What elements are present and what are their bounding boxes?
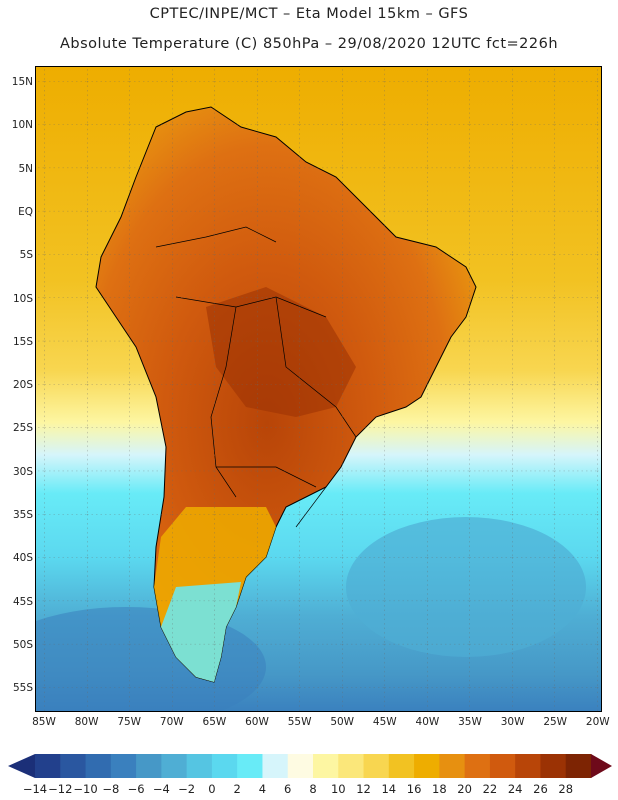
colorbar-cell [464,754,491,778]
lat-label: 35S [12,509,33,521]
colorbar-cell [211,754,238,778]
lon-label: 25W [543,716,568,728]
colorbar-cell [110,754,137,778]
colorbar-tick-label: 0 [208,782,216,796]
lat-label: 55S [12,682,33,695]
colorbar-tick-label: 8 [309,782,317,796]
colorbar-tick-label: 18 [432,782,447,796]
colorbar-cell [439,754,466,778]
lon-label: 55W [287,716,312,728]
colorbar-tick-label: −6 [127,782,145,796]
colorbar-tick-label: −12 [48,782,73,796]
colorbar-cell [338,754,365,778]
colorbar-tick-label: 6 [284,782,292,796]
lat-label: 40S [12,552,33,565]
temperature-map [36,67,601,711]
colorbar-low-arrow [8,754,35,778]
lon-label: 30W [500,716,525,728]
colorbar-cell [414,754,440,778]
lat-label: 10S [12,292,33,305]
lon-label: 85W [32,716,56,728]
map-subtitle: Absolute Temperature (C) 850hPa – 29/08/… [59,36,559,52]
colorbar-tick-label: 26 [533,782,548,796]
colorbar-tick-label: 14 [381,782,397,796]
colorbar-high-arrow [591,754,612,778]
colorbar-tick-label: −4 [152,782,170,796]
colorbar-tick-label: −8 [102,782,120,796]
colorbar-tick-label: −14 [22,782,48,796]
lon-label: 60W [245,716,269,728]
colorbar-cell [60,754,87,778]
colorbar-cell [363,754,390,778]
colorbar-cell [136,754,162,778]
colorbar-cell [489,754,516,778]
lon-label: 70W [159,716,184,728]
lon-label: 40W [415,716,440,728]
colorbar-cell [540,754,567,778]
colorbar-cell [565,754,592,778]
colorbar-cell [85,754,112,778]
colorbar-tick-label: 28 [558,782,574,796]
lon-label: 35W [458,716,482,728]
colorbar [8,754,612,778]
lat-label: 5S [19,249,33,262]
lat-label: 15S [12,335,33,348]
colorbar-cell [388,754,415,778]
colorbar-tick-label: 22 [482,782,498,796]
lon-label: 80W [74,716,99,728]
lon-label: 20W [585,716,610,728]
lat-label: 25S [12,422,33,435]
colorbar-tick-label: −2 [178,782,196,796]
colorbar-cell [35,754,61,778]
colorbar-cell [313,754,339,778]
colorbar-cell [237,754,263,778]
colorbar-cell [262,754,289,778]
lat-label: 45S [12,595,33,608]
lat-label: 15N [11,76,33,88]
colorbar-tick-label: 20 [457,782,472,796]
lon-label: 65W [202,716,227,728]
map-panel [35,66,602,712]
map-title: CPTEC/INPE/MCT – Eta Model 15km – GFS [149,6,469,22]
colorbar-cell [161,754,188,778]
colorbar-tick-label: 10 [330,782,346,796]
colorbar-tick-label: 4 [258,782,267,796]
lat-label: EQ [18,205,33,218]
colorbar-cell [186,754,213,778]
colorbar-tick-label: 16 [406,782,422,796]
colorbar-tick-label: 24 [507,782,523,796]
lat-label: 5N [18,162,33,175]
lat-label: 20S [12,379,33,392]
colorbar-tick-label: 2 [233,782,241,796]
lon-label: 75W [117,716,142,728]
lon-label: 45W [372,716,397,728]
lat-label: 10N [11,119,33,132]
colorbar-tick-label: 12 [356,782,371,796]
lat-lon-grid [36,67,601,711]
lat-label: 30S [12,465,33,478]
lon-label: 50W [330,716,355,728]
colorbar-tick-label: −10 [73,782,98,796]
colorbar-cell [515,754,541,778]
lat-label: 50S [12,638,33,651]
colorbar-cell [287,754,314,778]
